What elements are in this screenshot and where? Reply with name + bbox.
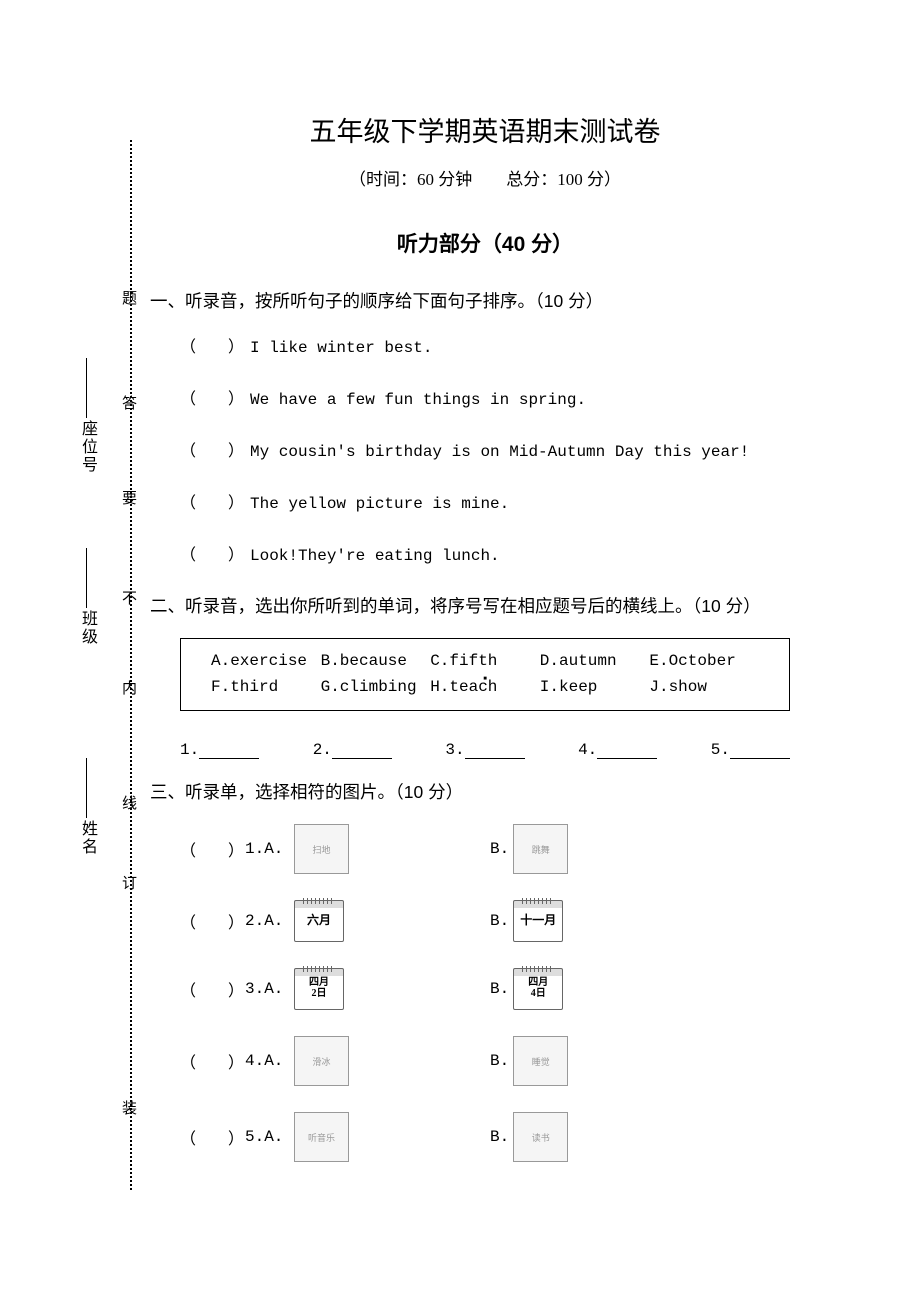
option-b-label: B. xyxy=(490,980,509,998)
binding-label-nei: 内 xyxy=(118,680,139,713)
paren-blank[interactable]: （ ） xyxy=(180,909,245,933)
sentence-item: （ ）The yellow picture is mine. xyxy=(180,489,820,513)
picture-icon: 滑冰 xyxy=(294,1036,349,1086)
word-cell: C.fifth xyxy=(430,649,540,675)
picture-item: （ ） 1.A. 扫地 B. 跳舞 xyxy=(180,824,820,874)
page-title: 五年级下学期英语期末测试卷 xyxy=(150,110,820,149)
section2-title: 二、听录音，选出你所听到的单词，将序号写在相应题号后的横线上。（10 分） xyxy=(150,593,820,618)
word-cell: F.third xyxy=(211,675,321,701)
sentence-item: （ ）We have a few fun things in spring. xyxy=(180,385,820,409)
picture-icon: 睡觉 xyxy=(513,1036,568,1086)
picture-icon: 扫地 xyxy=(294,824,349,874)
paren-blank[interactable]: （ ） xyxy=(180,1125,245,1149)
blank-item[interactable]: 2. xyxy=(313,741,392,759)
picture-item: （ ） 4.A. 滑冰 B. 睡觉 xyxy=(180,1036,820,1086)
option-b-label: B. xyxy=(490,912,509,930)
section1-title: 一、听录音，按所听句子的顺序给下面句子排序。（10 分） xyxy=(150,288,820,313)
section3-title: 三、听录单，选择相符的图片。（10 分） xyxy=(150,779,820,804)
field-label-zuowei: 座位号 xyxy=(75,420,99,474)
blank-item[interactable]: 4. xyxy=(578,741,657,759)
field-label-banji: 班级 xyxy=(75,610,99,646)
picture-icon: 读书 xyxy=(513,1112,568,1162)
binding-label-da: 答 xyxy=(118,395,139,428)
calendar-icon: 四月2日 xyxy=(294,968,344,1010)
paren-blank[interactable]: （ ） xyxy=(180,437,250,461)
binding-label-bu: 不 xyxy=(118,590,139,623)
paren-blank[interactable]: （ ） xyxy=(180,837,245,861)
word-cell: D.autumn xyxy=(540,649,650,675)
calendar-icon: 六月 xyxy=(294,900,344,942)
calendar-icon: 四月4日 xyxy=(513,968,563,1010)
item-number: 3.A. xyxy=(245,980,290,998)
binding-label-ti: 题 xyxy=(118,290,139,323)
word-cell: J.show xyxy=(649,675,759,701)
paren-blank[interactable]: （ ） xyxy=(180,977,245,1001)
paren-blank[interactable]: （ ） xyxy=(180,385,250,409)
field-label-xingming: 姓名 xyxy=(75,820,99,856)
center-dot-icon: ■ xyxy=(483,675,487,682)
picture-item: （ ） 5.A. 听音乐 B. 读书 xyxy=(180,1112,820,1162)
sentence-item: （ ）Look!They're eating lunch. xyxy=(180,541,820,565)
field-underline-zuowei xyxy=(86,358,87,418)
binding-label-xian: 线 xyxy=(118,795,139,828)
word-cell: B.because xyxy=(321,649,431,675)
field-underline-xingming xyxy=(86,758,87,818)
binding-label-ding: 订 xyxy=(118,875,139,908)
blank-item[interactable]: 3. xyxy=(445,741,524,759)
word-cell: I.keep xyxy=(540,675,650,701)
blank-item[interactable]: 1. xyxy=(180,741,259,759)
option-b-label: B. xyxy=(490,1128,509,1146)
sentence-text: We have a few fun things in spring. xyxy=(250,391,586,409)
sentence-text: I like winter best. xyxy=(250,339,432,357)
item-number: 5.A. xyxy=(245,1128,290,1146)
sentence-item: （ ）I like winter best. xyxy=(180,333,820,357)
blank-item[interactable]: 5. xyxy=(711,741,790,759)
sentence-item: （ ）My cousin's birthday is on Mid-Autumn… xyxy=(180,437,820,461)
option-b-label: B. xyxy=(490,1052,509,1070)
item-number: 1.A. xyxy=(245,840,290,858)
paren-blank[interactable]: （ ） xyxy=(180,489,250,513)
word-cell: A.exercise xyxy=(211,649,321,675)
field-underline-banji xyxy=(86,548,87,608)
item-number: 4.A. xyxy=(245,1052,290,1070)
sentence-text: The yellow picture is mine. xyxy=(250,495,509,513)
picture-icon: 跳舞 xyxy=(513,824,568,874)
picture-item: （ ） 2.A. 六月 B. 十一月 xyxy=(180,900,820,942)
word-cell: G.climbing xyxy=(321,675,431,701)
page-subtitle: （时间：60 分钟 总分：100 分） xyxy=(150,165,820,190)
binding-label-yao: 要 xyxy=(118,490,139,523)
sentence-text: Look!They're eating lunch. xyxy=(250,547,500,565)
binding-margin: 装 订 线 内 不 要 答 题 姓名 班级 座位号 xyxy=(80,140,140,1190)
sentence-text: My cousin's birthday is on Mid-Autumn Da… xyxy=(250,443,749,461)
word-box: A.exerciseB.becauseC.fifthD.autumnE.Octo… xyxy=(180,638,790,711)
blank-row: 1. 2. 3. 4. 5. xyxy=(180,741,790,759)
picture-item: （ ） 3.A. 四月2日 B. 四月4日 xyxy=(180,968,820,1010)
paren-blank[interactable]: （ ） xyxy=(180,541,250,565)
item-number: 2.A. xyxy=(245,912,290,930)
binding-label-zhuang: 装 xyxy=(118,1100,139,1133)
paren-blank[interactable]: （ ） xyxy=(180,333,250,357)
calendar-icon: 十一月 xyxy=(513,900,563,942)
paren-blank[interactable]: （ ） xyxy=(180,1049,245,1073)
word-cell: E.October xyxy=(649,649,759,675)
picture-icon: 听音乐 xyxy=(294,1112,349,1162)
part-header: 听力部分（40 分） xyxy=(150,228,820,258)
option-b-label: B. xyxy=(490,840,509,858)
